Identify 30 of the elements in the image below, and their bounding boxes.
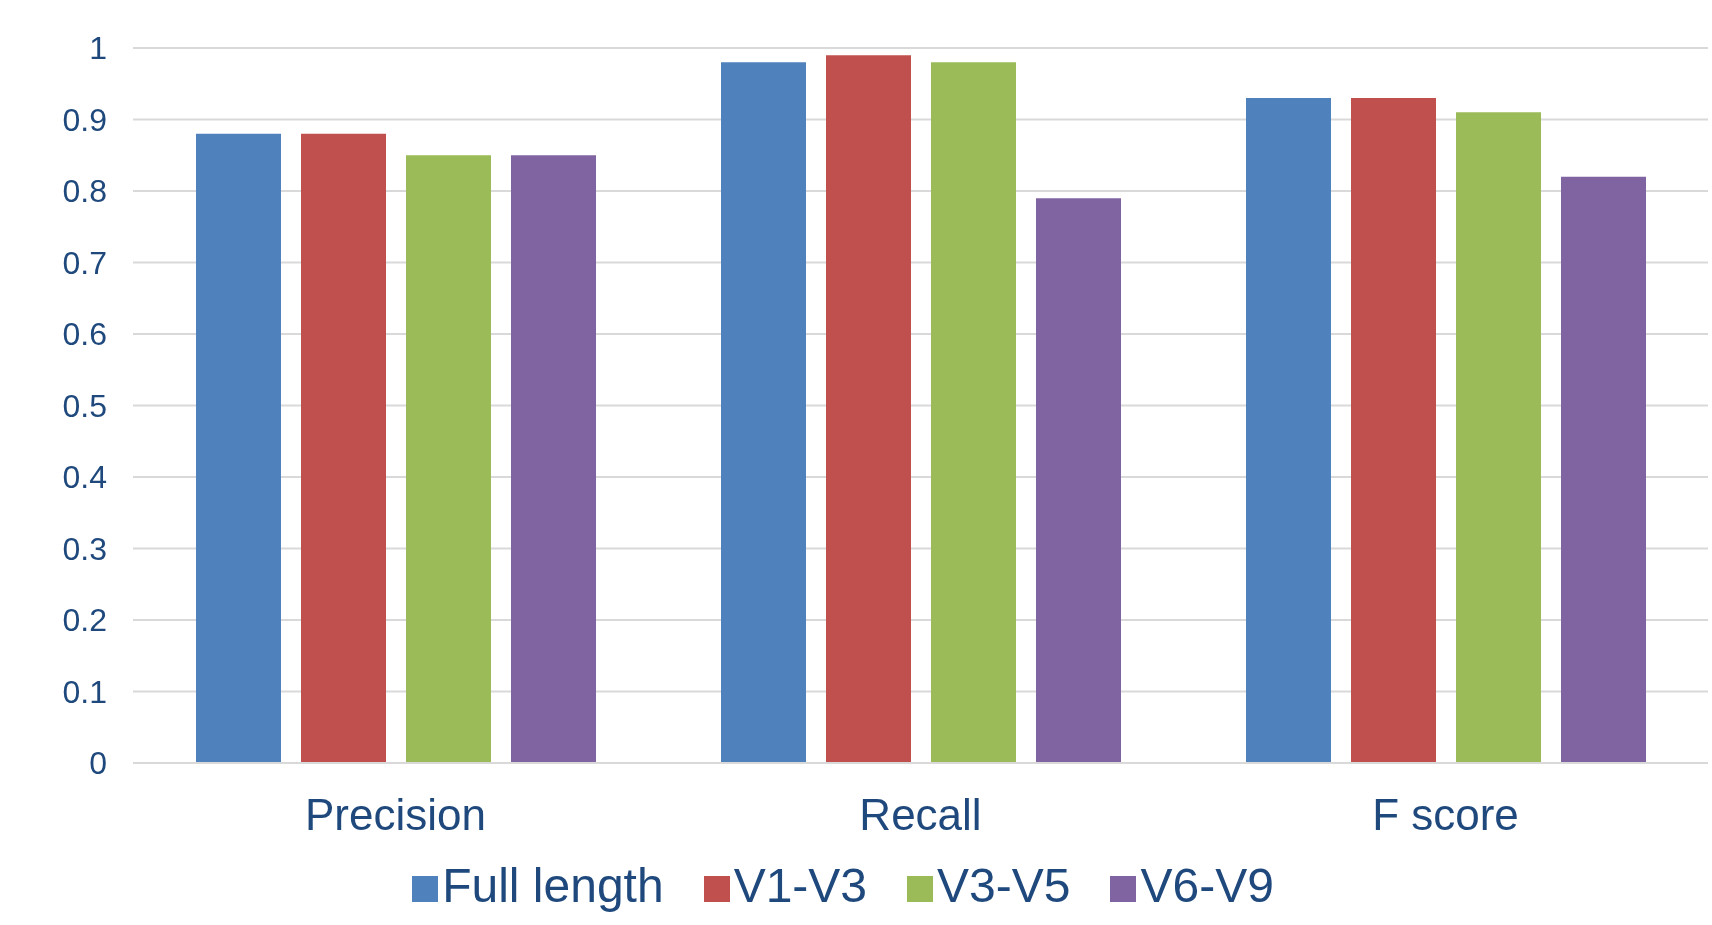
bar xyxy=(1246,98,1331,763)
y-tick-label: 0.2 xyxy=(62,602,107,639)
bar xyxy=(1456,112,1541,763)
bar xyxy=(1351,98,1436,763)
bar xyxy=(931,62,1016,763)
legend-label: Full length xyxy=(442,859,664,912)
y-tick-label: 0.4 xyxy=(62,459,107,496)
bar xyxy=(406,155,491,763)
bar xyxy=(511,155,596,763)
legend-label: V6-V9 xyxy=(1140,859,1274,912)
y-tick-label: 0.7 xyxy=(62,244,107,281)
legend-label: V3-V5 xyxy=(937,859,1071,912)
y-tick-label: 1 xyxy=(89,30,107,67)
bar xyxy=(721,62,806,763)
y-tick-label: 0.6 xyxy=(62,316,107,353)
bar xyxy=(301,133,386,763)
bar xyxy=(1036,198,1121,763)
bar xyxy=(1561,176,1646,763)
y-tick-label: 0.8 xyxy=(62,173,107,210)
bar xyxy=(826,55,911,763)
y-tick-label: 0.3 xyxy=(62,530,107,567)
bar xyxy=(196,133,281,763)
y-tick-label: 0.9 xyxy=(62,101,107,138)
x-tick-label: Precision xyxy=(305,790,486,840)
y-tick-label: 0.5 xyxy=(62,387,107,424)
x-tick-label: Recall xyxy=(859,790,982,840)
y-tick-label: 0.1 xyxy=(62,673,107,710)
x-tick-label: F score xyxy=(1372,790,1519,840)
y-tick-label: 0 xyxy=(89,745,107,782)
legend-label: V1-V3 xyxy=(733,859,868,912)
